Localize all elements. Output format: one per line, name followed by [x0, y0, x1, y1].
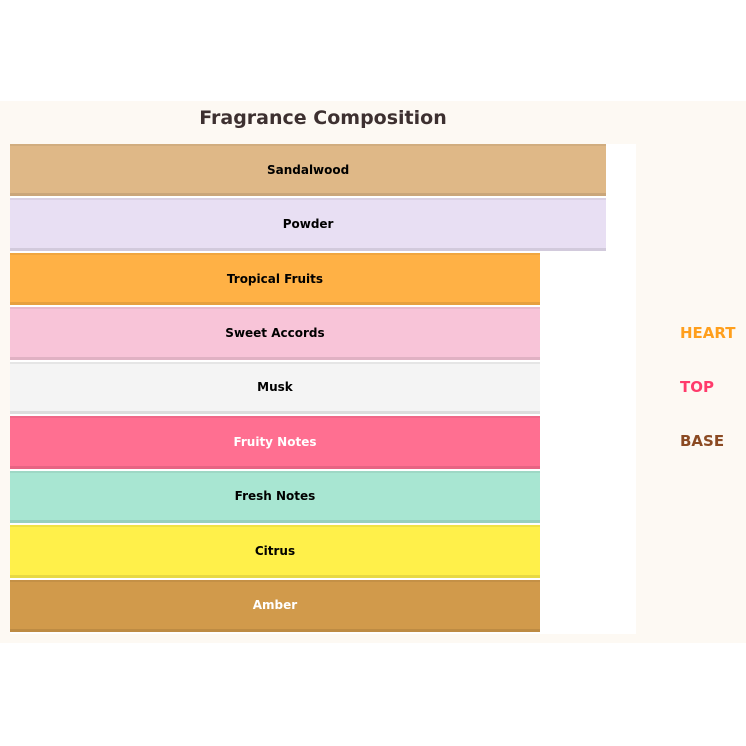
- bar-label: Fresh Notes: [234, 489, 316, 504]
- bar-fresh-notes: Fresh Notes: [10, 470, 540, 524]
- bar-label: Tropical Fruits: [226, 271, 324, 286]
- bar-label: Citrus: [254, 543, 296, 558]
- bar-amber: Amber: [10, 579, 540, 632]
- plot-area: Sandalwood Powder Tropical Fruits Sweet Acc…: [10, 144, 636, 634]
- legend-base: BASE: [680, 432, 725, 450]
- bar-label: Fruity Notes: [233, 434, 317, 449]
- chart-title: Fragrance Composition: [199, 107, 447, 129]
- bar-sweet-accords: Sweet Accords: [10, 307, 540, 360]
- bar-citrus: Citrus: [10, 525, 540, 578]
- bar-tropical-fruits: Tropical Fruits: [10, 252, 540, 306]
- bar-fruity-notes: Fruity Notes: [10, 416, 540, 469]
- bar-label: Sandalwood: [266, 162, 350, 177]
- legend-top: TOP: [680, 378, 714, 396]
- bar-powder: Powder: [10, 198, 607, 251]
- bar-musk: Musk: [10, 361, 540, 415]
- bar-sandalwood: Sandalwood: [10, 144, 607, 197]
- bar-label: Amber: [252, 598, 298, 613]
- bar-label: Powder: [282, 217, 334, 232]
- legend-heart: HEART: [680, 324, 736, 342]
- bar-label: Musk: [257, 380, 293, 395]
- bar-label: Sweet Accords: [225, 326, 325, 341]
